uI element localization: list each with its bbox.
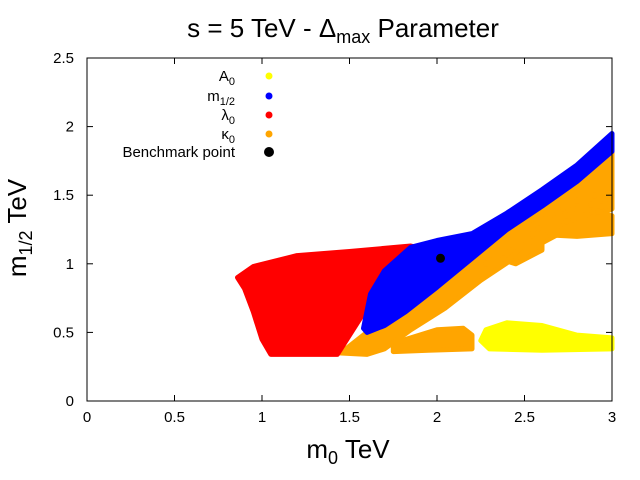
A0-region-0 [478, 320, 615, 353]
legend-item: A0 [219, 68, 273, 88]
legend-label: Benchmark point [122, 144, 235, 161]
x-tick-label: 0 [83, 409, 91, 426]
legend-label: λ0 [221, 107, 235, 127]
kappa0-point-11 [582, 199, 589, 206]
kappa0-point-18 [507, 247, 514, 254]
y-tick-label: 2 [66, 119, 74, 136]
x-axis-label: m0 TeV [306, 434, 390, 468]
kappa0-region-3 [504, 233, 545, 267]
kappa0-point-3 [500, 255, 507, 262]
y-tick-label: 0.5 [53, 324, 74, 341]
kappa0-point-21 [595, 208, 601, 215]
x-tick-label: 3 [608, 409, 616, 426]
legend-marker [265, 72, 273, 80]
benchmark-point [436, 253, 445, 263]
legend-label: A0 [219, 68, 235, 88]
kappa0-point-2 [483, 260, 489, 267]
data-layer [235, 131, 615, 357]
legend-marker [265, 111, 273, 119]
y-tick-label: 0 [66, 393, 74, 410]
legend-item: m1/2 [207, 88, 273, 108]
plot-frame [86, 57, 613, 402]
kappa0-region-1 [390, 325, 475, 355]
kappa0-point-23 [588, 201, 594, 208]
legend-item: λ0 [221, 107, 273, 127]
kappa0-point-20 [574, 197, 580, 204]
kappa0-point-12 [591, 192, 598, 199]
legend-marker [265, 92, 273, 100]
y-tick-label: 2.5 [53, 50, 74, 67]
axis-ticks: 0 0.5 1 1.5 2 2.5 3 0 0.5 1 1.5 2 2.5 [53, 50, 616, 426]
kappa0-point-9 [598, 203, 605, 210]
y-tick-label: 1 [66, 256, 74, 273]
kappa0-point-14 [549, 211, 556, 218]
y-axis-label: m1/2 TeV [2, 178, 36, 277]
x-tick-label: 1 [258, 409, 266, 426]
kappa0-point-17 [486, 252, 493, 259]
x-tick-label: 1.5 [339, 409, 360, 426]
kappa0-point-13 [602, 199, 608, 206]
legend-label: m1/2 [207, 88, 235, 108]
kappa0-point-5 [542, 233, 549, 240]
x-tick-label: 2.5 [514, 409, 535, 426]
kappa0-point-19 [560, 205, 566, 212]
x-tick-label: 0.5 [164, 409, 185, 426]
legend-item: κ0 [221, 126, 273, 146]
legend-marker [264, 147, 274, 157]
kappa0-point-22 [563, 218, 570, 225]
legend-item: Benchmark point [122, 144, 274, 161]
x-tick-label: 2 [433, 409, 441, 426]
kappa0-point-15 [535, 225, 542, 232]
kappa0-point-4 [530, 249, 537, 256]
kappa0-point-7 [570, 216, 577, 223]
kappa0-point-6 [556, 222, 563, 229]
kappa0-point-8 [584, 211, 591, 218]
y-tick-label: 1.5 [53, 187, 74, 204]
legend-marker [265, 130, 273, 138]
legend-label: κ0 [221, 126, 235, 146]
chart-title: s = 5 TeV - Δmax Parameter [187, 13, 499, 47]
kappa0-point-1 [472, 263, 479, 270]
